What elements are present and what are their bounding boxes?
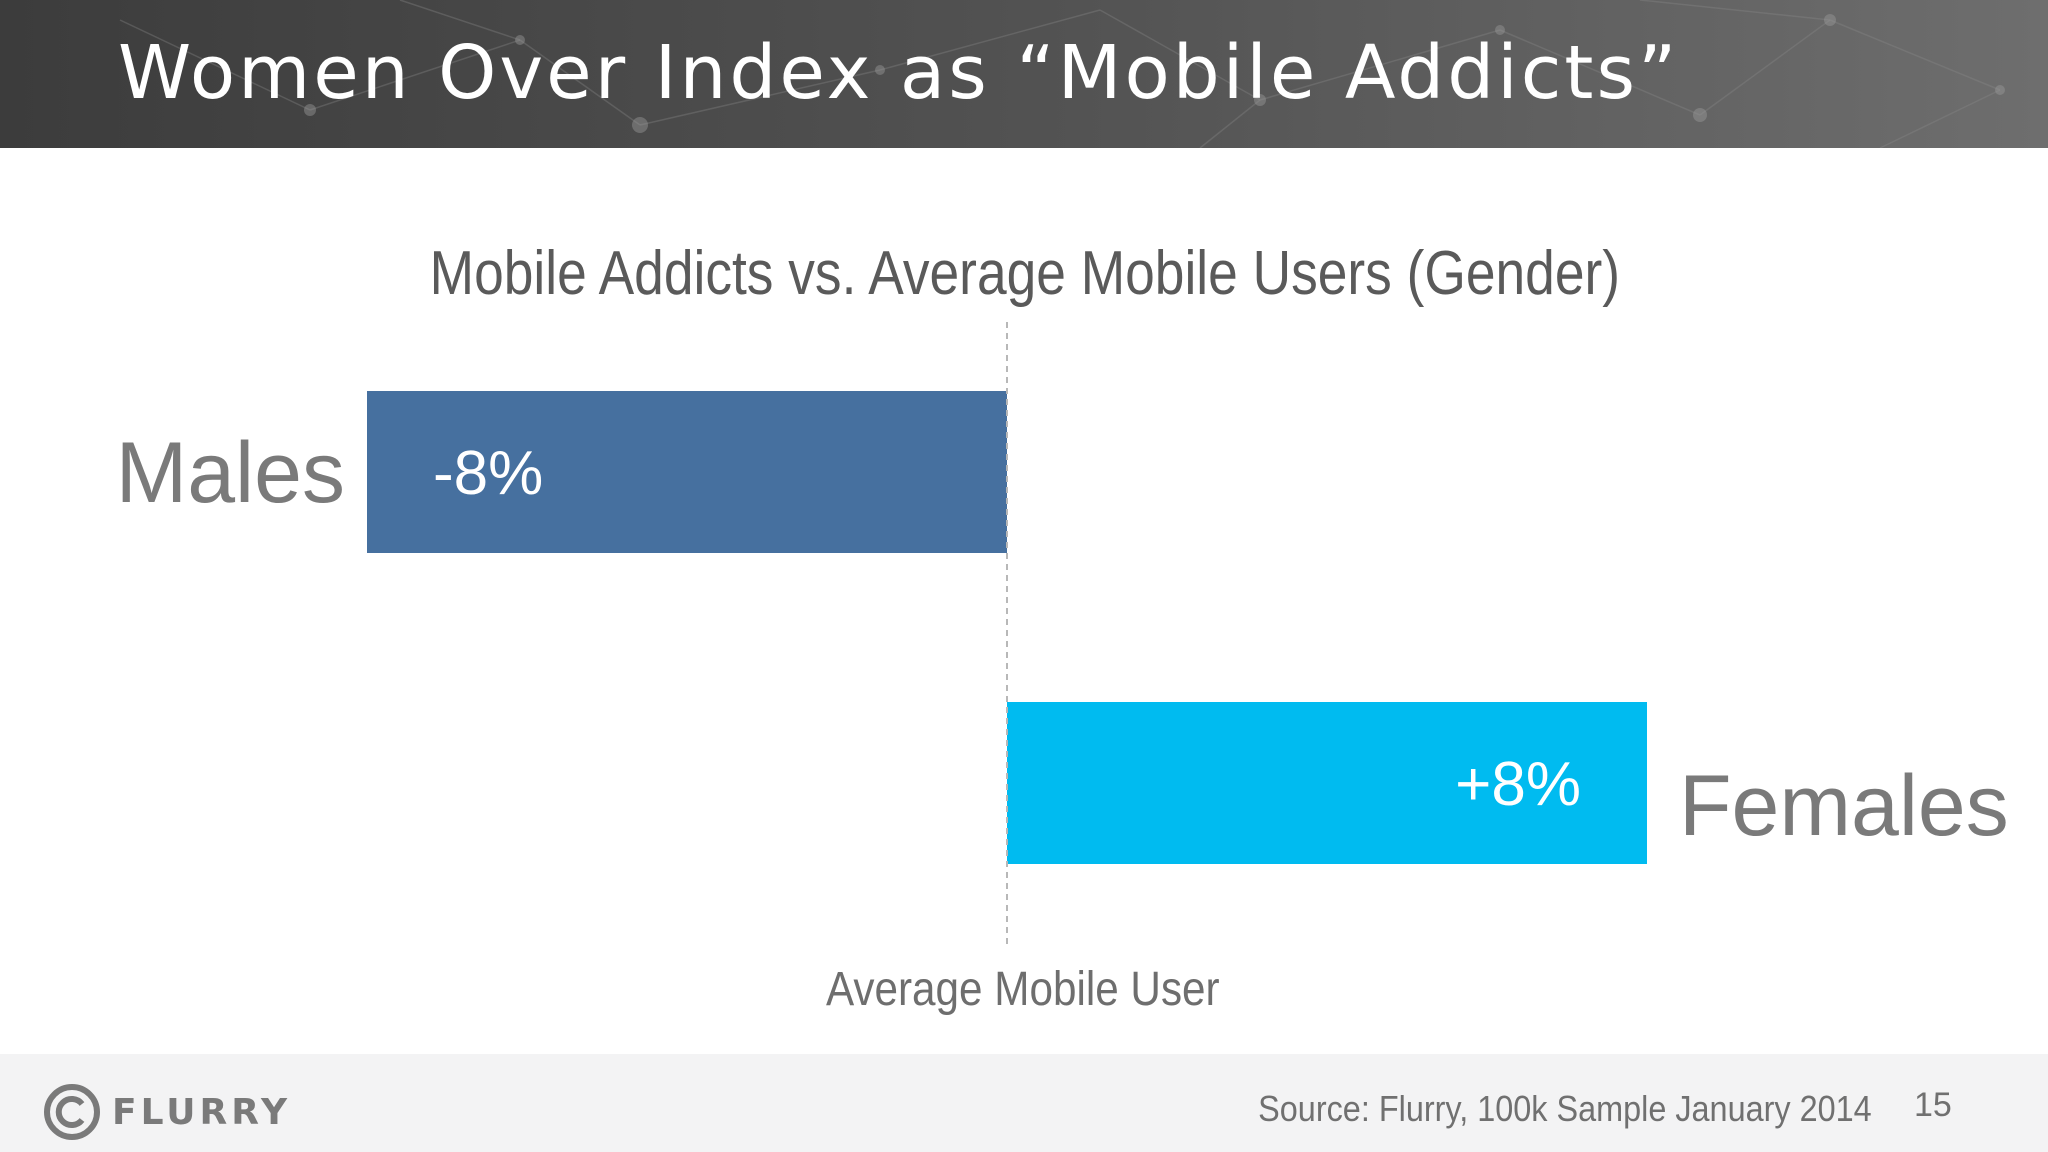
value-label-females: +8% [1455,750,1581,819]
baseline-label: Average Mobile User [825,963,1220,1016]
flurry-logo: FLURRY [44,1084,291,1140]
flurry-logo-icon [44,1084,100,1140]
slide-footer [0,1054,2048,1152]
page-number: 15 [1914,1086,1952,1124]
bar-males [367,391,1007,553]
network-pattern-decoration [119,0,2005,148]
source-note: Source: Flurry, 100k Sample January 2014 [1258,1088,1872,1129]
bar-females [1007,702,1647,864]
flurry-logo-text: FLURRY [112,1091,292,1133]
chart-title: Mobile Addicts vs. Average Mobile Users … [429,239,1621,308]
category-label-females: Females [1679,758,2009,854]
category-label-males: Males [116,425,345,521]
value-label-males: -8% [433,439,543,508]
slide-header: Women Over Index as “Mobile Addicts” [0,0,2048,148]
slide-title: Women Over Index as “Mobile Addicts” [118,30,1680,116]
